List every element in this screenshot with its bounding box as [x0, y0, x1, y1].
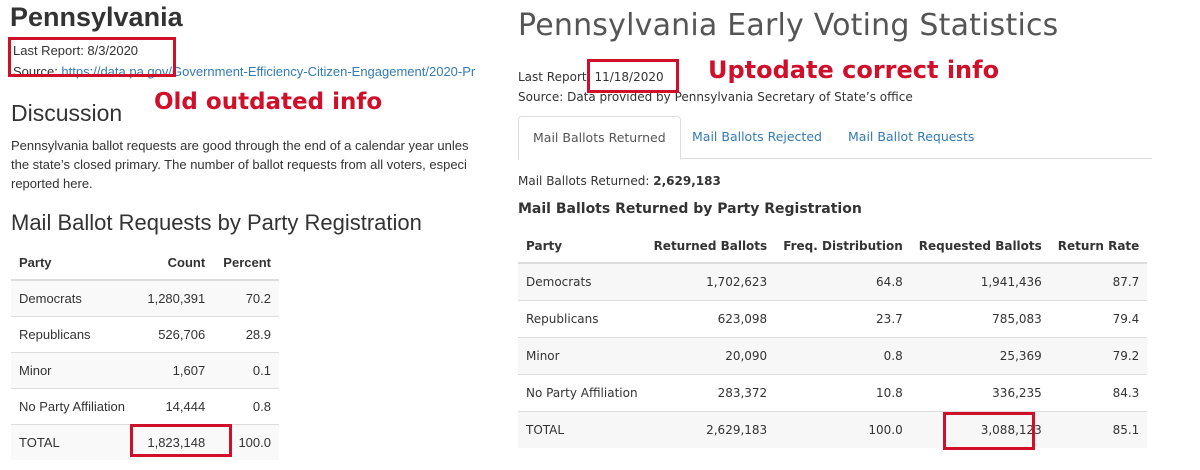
tab-bar: Mail Ballots Returned Mail Ballots Rejec… [518, 116, 1152, 160]
percent-cell: 28.9 [213, 316, 279, 353]
old-report-panel: Pennsylvania Last Report: 8/3/2020 Sourc… [0, 0, 490, 470]
table-row: Republicans 623,098 23.7 785,083 79.4 [518, 300, 1148, 338]
party-cell: Minor [11, 352, 137, 389]
returned-cell: 20,090 [645, 337, 776, 375]
column-header-party: Party [518, 229, 646, 264]
freq-cell: 10.8 [775, 374, 911, 412]
column-header-party: Party [11, 246, 137, 281]
count-cell: 1,607 [136, 352, 214, 389]
requested-cell: 336,235 [910, 374, 1050, 412]
party-cell: TOTAL [518, 411, 646, 448]
party-cell: Minor [518, 337, 646, 375]
page-title: Pennsylvania [10, 2, 183, 32]
last-report-line: Last Report: 11/18/2020 [518, 70, 664, 84]
party-cell: No Party Affiliation [518, 374, 646, 412]
old-info-annotation: Old outdated info [154, 89, 383, 115]
new-report-panel: Pennsylvania Early Voting Statistics Las… [490, 0, 1200, 470]
column-header-return-rate: Return Rate [1049, 229, 1148, 264]
returned-cell: 623,098 [645, 300, 776, 338]
freq-cell: 64.8 [775, 262, 911, 301]
table-row: Democrats 1,280,391 70.2 [11, 279, 279, 317]
return-rate-cell: 79.4 [1049, 300, 1148, 338]
requests-table: Party Count Percent Democrats 1,280,391 … [11, 246, 279, 460]
requests-table-title: Mail Ballot Requests by Party Registrati… [11, 210, 422, 235]
column-header-percent: Percent [213, 246, 279, 281]
percent-cell: 70.2 [213, 279, 279, 317]
party-cell: No Party Affiliation [11, 388, 137, 425]
return-rate-cell: 87.7 [1049, 262, 1148, 301]
table-row-total: TOTAL 1,823,148 100.0 [11, 424, 279, 460]
table-row-total: TOTAL 2,629,183 100.0 3,088,123 85.1 [518, 411, 1148, 448]
column-header-requested: Requested Ballots [910, 229, 1050, 264]
returned-cell: 1,702,623 [645, 262, 776, 301]
requested-cell: 1,941,436 [910, 262, 1050, 301]
source-line: Source: Data provided by Pennsylvania Se… [518, 90, 913, 104]
discussion-heading: Discussion [11, 100, 123, 126]
freq-cell: 100.0 [775, 411, 911, 448]
discussion-line: Pennsylvania ballot requests are good th… [11, 138, 469, 153]
returned-value: 2,629,183 [653, 174, 721, 188]
party-cell: Republicans [518, 300, 646, 338]
column-header-freq: Freq. Distribution [775, 229, 911, 264]
last-report-label: Last Report: [518, 70, 595, 84]
freq-cell: 23.7 [775, 300, 911, 338]
count-cell: 1,280,391 [136, 279, 214, 317]
percent-cell: 0.1 [213, 352, 279, 389]
percent-cell: 100.0 [213, 424, 279, 460]
table-row: No Party Affiliation 14,444 0.8 [11, 388, 279, 425]
tab-mail-ballot-requests[interactable]: Mail Ballot Requests [848, 129, 975, 144]
last-report-date: 11/18/2020 [594, 70, 664, 84]
returned-table-title: Mail Ballots Returned by Party Registrat… [518, 201, 862, 217]
percent-cell: 0.8 [213, 388, 279, 425]
highlight-new-report-date [587, 59, 679, 93]
new-info-annotation: Uptodate correct info [708, 56, 1000, 84]
party-cell: Democrats [518, 262, 646, 301]
tab-mail-ballots-rejected[interactable]: Mail Ballots Rejected [692, 129, 822, 144]
discussion-line: the state’s closed primary. The number o… [11, 157, 467, 172]
returned-table: Party Returned Ballots Freq. Distributio… [518, 229, 1148, 448]
column-header-returned: Returned Ballots [645, 229, 776, 264]
discussion-paragraph: Pennsylvania ballot requests are good th… [11, 136, 490, 193]
return-rate-cell: 85.1 [1049, 411, 1148, 448]
count-cell: 526,706 [136, 316, 214, 353]
table-row: Minor 1,607 0.1 [11, 352, 279, 389]
requested-cell: 785,083 [910, 300, 1050, 338]
returned-summary: Mail Ballots Returned: 2,629,183 [518, 174, 721, 188]
highlight-old-total [130, 424, 232, 457]
column-header-count: Count [136, 246, 214, 281]
table-row: Republicans 526,706 28.9 [11, 316, 279, 353]
table-row: No Party Affiliation 283,372 10.8 336,23… [518, 374, 1148, 412]
page-title: Pennsylvania Early Voting Statistics [518, 8, 1059, 43]
count-cell: 14,444 [136, 388, 214, 425]
requested-cell: 25,369 [910, 337, 1050, 375]
return-rate-cell: 79.2 [1049, 337, 1148, 375]
party-cell: Democrats [11, 279, 137, 317]
returned-label: Mail Ballots Returned: [518, 174, 654, 188]
party-cell: TOTAL [11, 424, 137, 460]
discussion-line: reported here. [11, 176, 93, 191]
highlight-old-report-date [8, 37, 176, 77]
return-rate-cell: 84.3 [1049, 374, 1148, 412]
table-row: Minor 20,090 0.8 25,369 79.2 [518, 337, 1148, 375]
returned-cell: 2,629,183 [645, 411, 776, 448]
party-cell: Republicans [11, 316, 137, 353]
table-header-row: Party Returned Ballots Freq. Distributio… [518, 229, 1148, 264]
returned-cell: 283,372 [645, 374, 776, 412]
table-header-row: Party Count Percent [11, 246, 279, 281]
tab-mail-ballots-returned[interactable]: Mail Ballots Returned [518, 116, 681, 160]
last-report-date: Last Report: 8/3/2020 [13, 43, 139, 58]
freq-cell: 0.8 [775, 337, 911, 375]
requested-cell: 3,088,123 [910, 411, 1050, 448]
table-row: Democrats 1,702,623 64.8 1,941,436 87.7 [518, 262, 1148, 301]
highlight-requested-total [943, 412, 1035, 450]
